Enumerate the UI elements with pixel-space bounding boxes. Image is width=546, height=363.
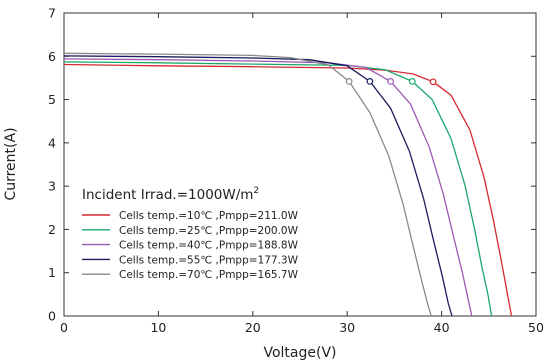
irradiance-annotation: Incident Irrad.=1000W/m2 <box>82 186 259 203</box>
y-tick-label: 6 <box>48 49 56 64</box>
mpp-marker <box>366 77 374 85</box>
y-tick-label: 7 <box>48 6 56 21</box>
series-line <box>63 63 513 317</box>
legend-label: Cells temp.=55℃ ,Pmpp=177.3W <box>119 254 299 266</box>
y-tick-label: 5 <box>48 92 56 107</box>
legend-label: Cells temp.=40℃ ,Pmpp=188.8W <box>119 240 299 252</box>
plot-frame <box>63 12 537 317</box>
series-line <box>63 61 493 317</box>
irradiance-superscript: 2 <box>253 186 259 196</box>
legend-label: Cells temp.=10℃ ,Pmpp=211.0W <box>119 210 299 222</box>
legend-label: Cells temp.=70℃ ,Pmpp=165.7W <box>119 269 299 281</box>
y-tick-label: 0 <box>48 309 56 324</box>
mpp-markers <box>345 77 437 86</box>
legend-label: Cells temp.=25℃ ,Pmpp=200.0W <box>119 225 299 237</box>
y-axis-label: Current(A) <box>3 127 19 200</box>
mpp-marker <box>387 77 395 85</box>
y-tick-label: 2 <box>48 222 56 237</box>
series-line <box>63 58 473 317</box>
curves <box>63 52 513 317</box>
y-tick-label: 4 <box>48 135 56 150</box>
mpp-marker <box>345 77 353 85</box>
mpp-marker <box>429 78 437 86</box>
axis-ticks: 0 10 20 30 40 50 0 1 2 3 4 5 6 7 <box>48 6 544 336</box>
x-tick-label: 40 <box>434 320 450 335</box>
x-tick-label: 0 <box>60 320 68 335</box>
mpp-marker <box>408 77 416 85</box>
legend: Cells temp.=10℃ ,Pmpp=211.0W Cells temp.=… <box>82 210 299 281</box>
x-tick-label: 20 <box>245 320 261 335</box>
y-tick-label: 3 <box>48 179 56 194</box>
x-tick-label: 30 <box>339 320 355 335</box>
x-axis-label: Voltage(V) <box>263 345 336 361</box>
x-tick-label: 10 <box>150 320 166 335</box>
series-line <box>63 55 453 317</box>
y-tick-label: 1 <box>48 265 56 280</box>
irradiance-text: Incident Irrad.=1000W/m <box>82 187 253 203</box>
series-line <box>63 52 432 317</box>
x-tick-label: 50 <box>528 320 544 335</box>
